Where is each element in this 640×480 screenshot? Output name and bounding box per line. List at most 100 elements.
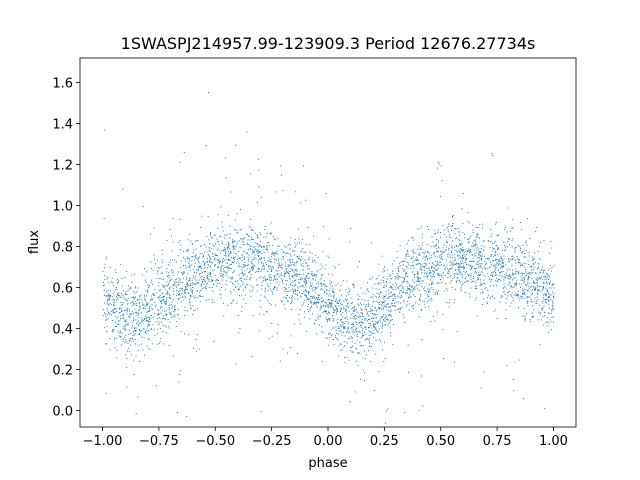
data-point [199, 265, 201, 267]
data-point [421, 249, 423, 250]
data-point [370, 296, 372, 298]
data-point [198, 348, 200, 350]
data-point [507, 292, 509, 294]
data-point [138, 344, 140, 346]
data-point [150, 295, 152, 297]
data-point [419, 299, 421, 301]
data-point [403, 270, 405, 272]
data-point [440, 279, 442, 281]
data-point [166, 268, 168, 269]
data-point [274, 278, 276, 280]
data-point [368, 322, 370, 324]
data-point [383, 268, 385, 270]
data-point [116, 349, 118, 351]
data-point [498, 279, 500, 280]
data-point [272, 287, 274, 289]
data-point [315, 319, 316, 321]
data-point [552, 283, 554, 285]
data-point [463, 270, 465, 272]
data-point [238, 265, 240, 267]
data-point [500, 256, 502, 258]
data-point [487, 297, 488, 299]
data-point [546, 282, 548, 284]
data-point [171, 250, 173, 252]
data-point [478, 253, 480, 255]
data-point [477, 274, 479, 276]
data-point [257, 260, 259, 261]
data-point [515, 246, 517, 248]
data-point [288, 273, 289, 275]
data-point [284, 270, 286, 272]
data-point [434, 272, 436, 273]
data-point [310, 284, 312, 286]
data-point [370, 331, 372, 333]
data-point [343, 325, 344, 327]
data-point [551, 247, 553, 249]
data-point [142, 304, 143, 306]
data-point [106, 278, 108, 280]
data-point [545, 294, 547, 295]
data-point [397, 286, 399, 288]
data-point [211, 248, 213, 250]
data-point [292, 280, 294, 282]
data-point [444, 234, 446, 236]
data-point [453, 277, 455, 279]
data-point [272, 251, 274, 253]
data-point [237, 315, 239, 317]
data-point [380, 304, 382, 306]
data-point [404, 258, 406, 260]
data-point [500, 297, 502, 299]
data-point [432, 276, 434, 278]
data-point [290, 335, 292, 337]
data-point [190, 284, 192, 286]
data-point [542, 279, 544, 281]
data-point [531, 260, 533, 261]
data-point [108, 293, 110, 295]
data-point [492, 242, 493, 244]
data-point [458, 267, 460, 269]
data-point [328, 295, 330, 297]
data-point [158, 285, 160, 287]
data-point [160, 278, 162, 280]
data-point [349, 350, 351, 352]
data-point [265, 287, 267, 289]
data-point [335, 300, 337, 302]
data-point [175, 284, 177, 286]
data-point [543, 282, 545, 284]
data-point [367, 313, 369, 315]
data-point [542, 285, 544, 287]
data-point [364, 358, 366, 360]
data-point [436, 256, 438, 258]
data-point [498, 269, 499, 271]
data-point [125, 329, 127, 331]
data-point [431, 267, 432, 269]
data-point [238, 288, 239, 290]
data-point [382, 307, 384, 309]
data-point [511, 269, 513, 271]
data-point [320, 263, 322, 265]
data-point [548, 281, 550, 283]
data-point [311, 306, 313, 308]
data-point [496, 262, 498, 264]
data-point [543, 286, 544, 288]
data-point [381, 331, 383, 333]
data-point [221, 270, 222, 272]
data-point [436, 269, 438, 271]
data-point [387, 269, 389, 271]
data-point [461, 208, 463, 210]
data-point [164, 310, 166, 312]
data-point [451, 268, 453, 270]
data-point [183, 291, 185, 293]
data-point [384, 341, 385, 343]
data-point [235, 256, 237, 258]
data-point [133, 297, 135, 299]
data-point [533, 286, 535, 288]
data-point [470, 287, 472, 289]
data-point [505, 264, 507, 266]
data-point [357, 294, 359, 296]
data-point [341, 308, 343, 310]
data-point [286, 267, 287, 269]
data-point [510, 295, 512, 297]
data-point [535, 272, 537, 274]
data-point [163, 317, 165, 319]
